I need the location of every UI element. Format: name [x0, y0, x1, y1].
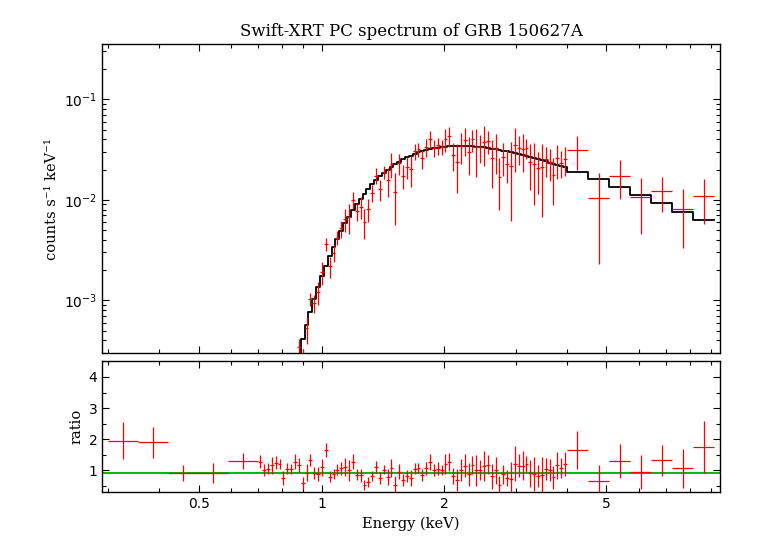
Y-axis label: ratio: ratio	[69, 409, 83, 444]
Title: Swift-XRT PC spectrum of GRB 150627A: Swift-XRT PC spectrum of GRB 150627A	[240, 23, 583, 40]
X-axis label: Energy (keV): Energy (keV)	[362, 517, 460, 531]
Y-axis label: counts s⁻¹ keV⁻¹: counts s⁻¹ keV⁻¹	[45, 138, 58, 260]
